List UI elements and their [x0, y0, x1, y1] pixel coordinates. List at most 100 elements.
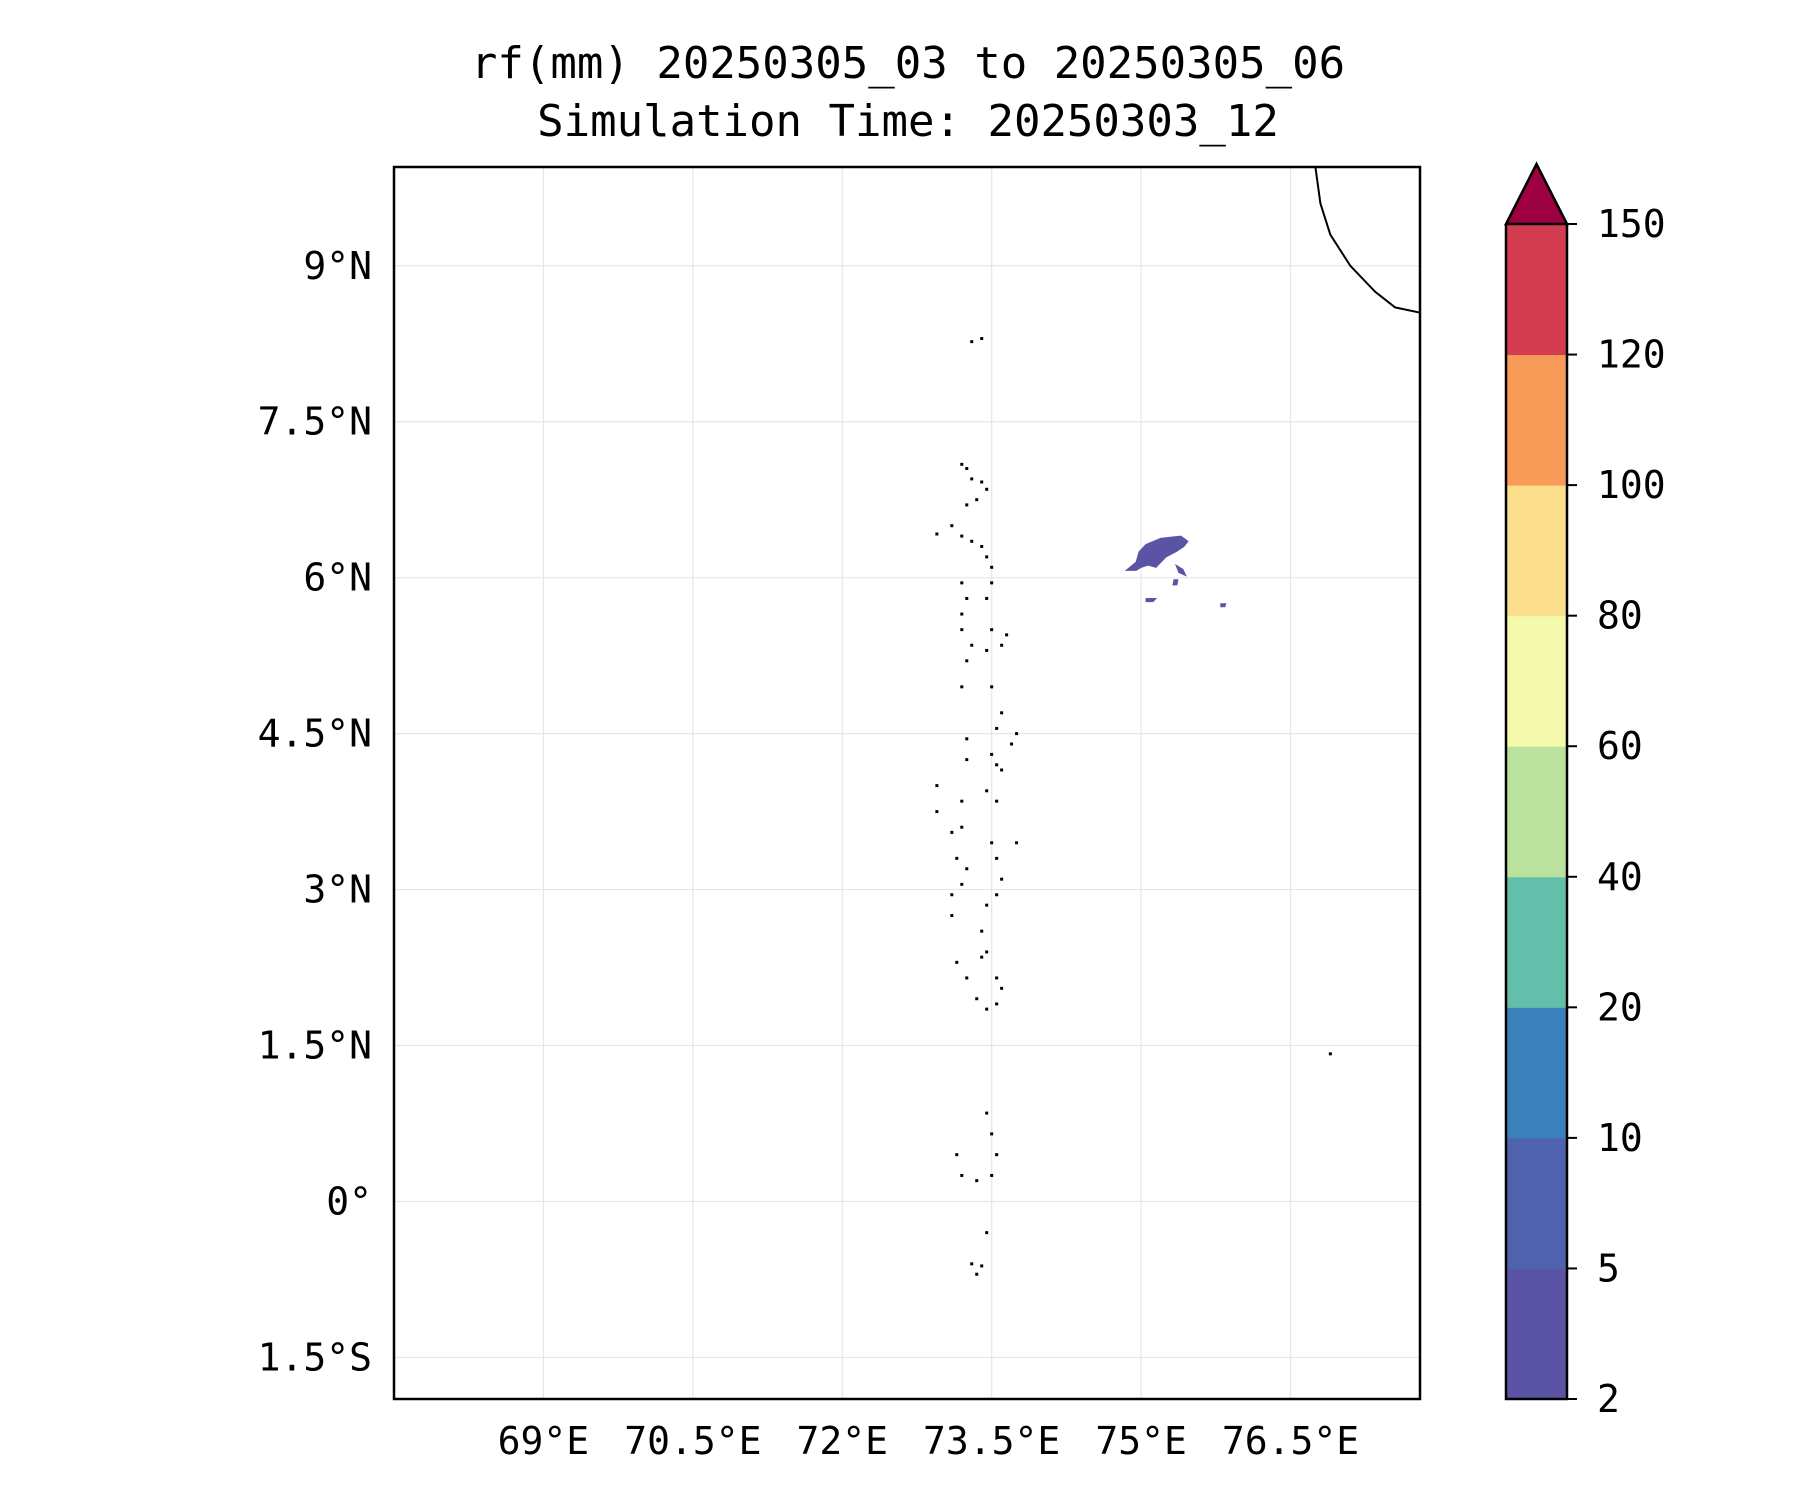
island: [980, 955, 984, 959]
island: [995, 1002, 999, 1006]
island: [990, 841, 994, 845]
island: [965, 867, 969, 871]
island: [995, 726, 999, 730]
island: [985, 789, 989, 793]
island: [985, 1111, 989, 1115]
island: [965, 596, 969, 600]
colorbar-segment: [1506, 615, 1567, 747]
island: [990, 581, 994, 585]
island: [975, 1179, 979, 1183]
island: [975, 498, 979, 502]
island: [995, 893, 999, 897]
island: [935, 810, 939, 814]
island: [1010, 742, 1014, 746]
island: [1328, 1052, 1332, 1056]
lon-tick-label: 69°E: [498, 1419, 590, 1463]
colorbar-tick-label: 5: [1597, 1246, 1620, 1290]
island: [990, 565, 994, 569]
colorbar-segment: [1506, 354, 1567, 486]
island: [985, 950, 989, 954]
island: [995, 799, 999, 803]
longitude-tick-labels: 69°E 70.5°E 72°E 73.5°E 75°E 76.5°E: [498, 1419, 1359, 1463]
island: [960, 534, 964, 538]
island: [960, 882, 964, 886]
lat-tick-label: 6°N: [303, 556, 372, 600]
island: [980, 1264, 984, 1268]
island: [960, 581, 964, 585]
island: [1000, 877, 1004, 881]
island: [990, 1173, 994, 1177]
india-coastline: [1314, 167, 1420, 314]
rainfall-areas: [1124, 535, 1227, 608]
island: [955, 960, 959, 964]
island: [935, 784, 939, 788]
island: [980, 929, 984, 933]
island: [960, 825, 964, 829]
island: [1000, 986, 1004, 990]
island: [1015, 732, 1019, 736]
lat-tick-label: 0°: [326, 1179, 372, 1223]
colorbar: 2 5 10 20 40 60 80 100 120 150: [1503, 161, 1666, 1421]
island: [995, 763, 999, 767]
island: [935, 532, 939, 536]
colorbar-tick-label: 100: [1597, 463, 1666, 507]
island: [960, 1173, 964, 1177]
island: [965, 976, 969, 980]
island: [985, 1231, 989, 1235]
island: [990, 685, 994, 689]
island: [965, 503, 969, 507]
colorbar-extend-arrow: [1503, 161, 1570, 226]
colorbar-tick-label: 60: [1597, 724, 1643, 768]
island: [950, 830, 954, 834]
rain-area: [1124, 535, 1189, 571]
island: [1000, 711, 1004, 715]
island: [985, 555, 989, 559]
island: [950, 914, 954, 918]
colorbar-tick-label: 20: [1597, 985, 1643, 1029]
lon-tick-label: 76.5°E: [1222, 1419, 1359, 1463]
island: [980, 337, 984, 341]
island: [955, 856, 959, 860]
island: [965, 737, 969, 741]
lat-tick-label: 1.5°S: [258, 1335, 372, 1379]
island: [985, 487, 989, 491]
lon-tick-label: 73.5°E: [923, 1419, 1060, 1463]
island: [965, 659, 969, 663]
colorbar-tick-label: 150: [1597, 202, 1666, 246]
island: [985, 903, 989, 907]
rain-area: [1174, 564, 1187, 577]
lat-tick-label: 4.5°N: [258, 712, 372, 756]
island: [985, 648, 989, 652]
map-title-line1: rf(mm) 20250305_03 to 20250305_06: [470, 38, 1346, 89]
colorbar-tick-label: 2: [1597, 1377, 1620, 1421]
island: [980, 544, 984, 548]
coastline-layer: [935, 167, 1420, 1276]
island: [970, 643, 974, 647]
colorbar-segment: [1506, 1268, 1567, 1400]
island: [960, 462, 964, 466]
island: [985, 596, 989, 600]
colorbar-segment: [1506, 746, 1567, 878]
island: [970, 340, 974, 344]
rain-area: [1172, 579, 1179, 586]
island: [980, 480, 984, 484]
lat-tick-label: 7.5°N: [258, 400, 372, 444]
map-title-line2: Simulation Time: 20250303_12: [537, 96, 1279, 147]
island: [1015, 841, 1019, 845]
island: [995, 1153, 999, 1157]
colorbar-segment: [1506, 485, 1567, 617]
island: [975, 1272, 979, 1276]
lon-tick-label: 70.5°E: [624, 1419, 761, 1463]
island: [1000, 643, 1004, 647]
colorbar-segment: [1506, 1007, 1567, 1139]
lat-tick-label: 9°N: [303, 244, 372, 288]
island: [990, 752, 994, 756]
island: [965, 758, 969, 762]
island: [950, 524, 954, 528]
colorbar-segment: [1506, 224, 1567, 356]
island: [1005, 633, 1009, 637]
island: [960, 799, 964, 803]
island: [985, 1007, 989, 1011]
map-frame: [392, 165, 1422, 1401]
